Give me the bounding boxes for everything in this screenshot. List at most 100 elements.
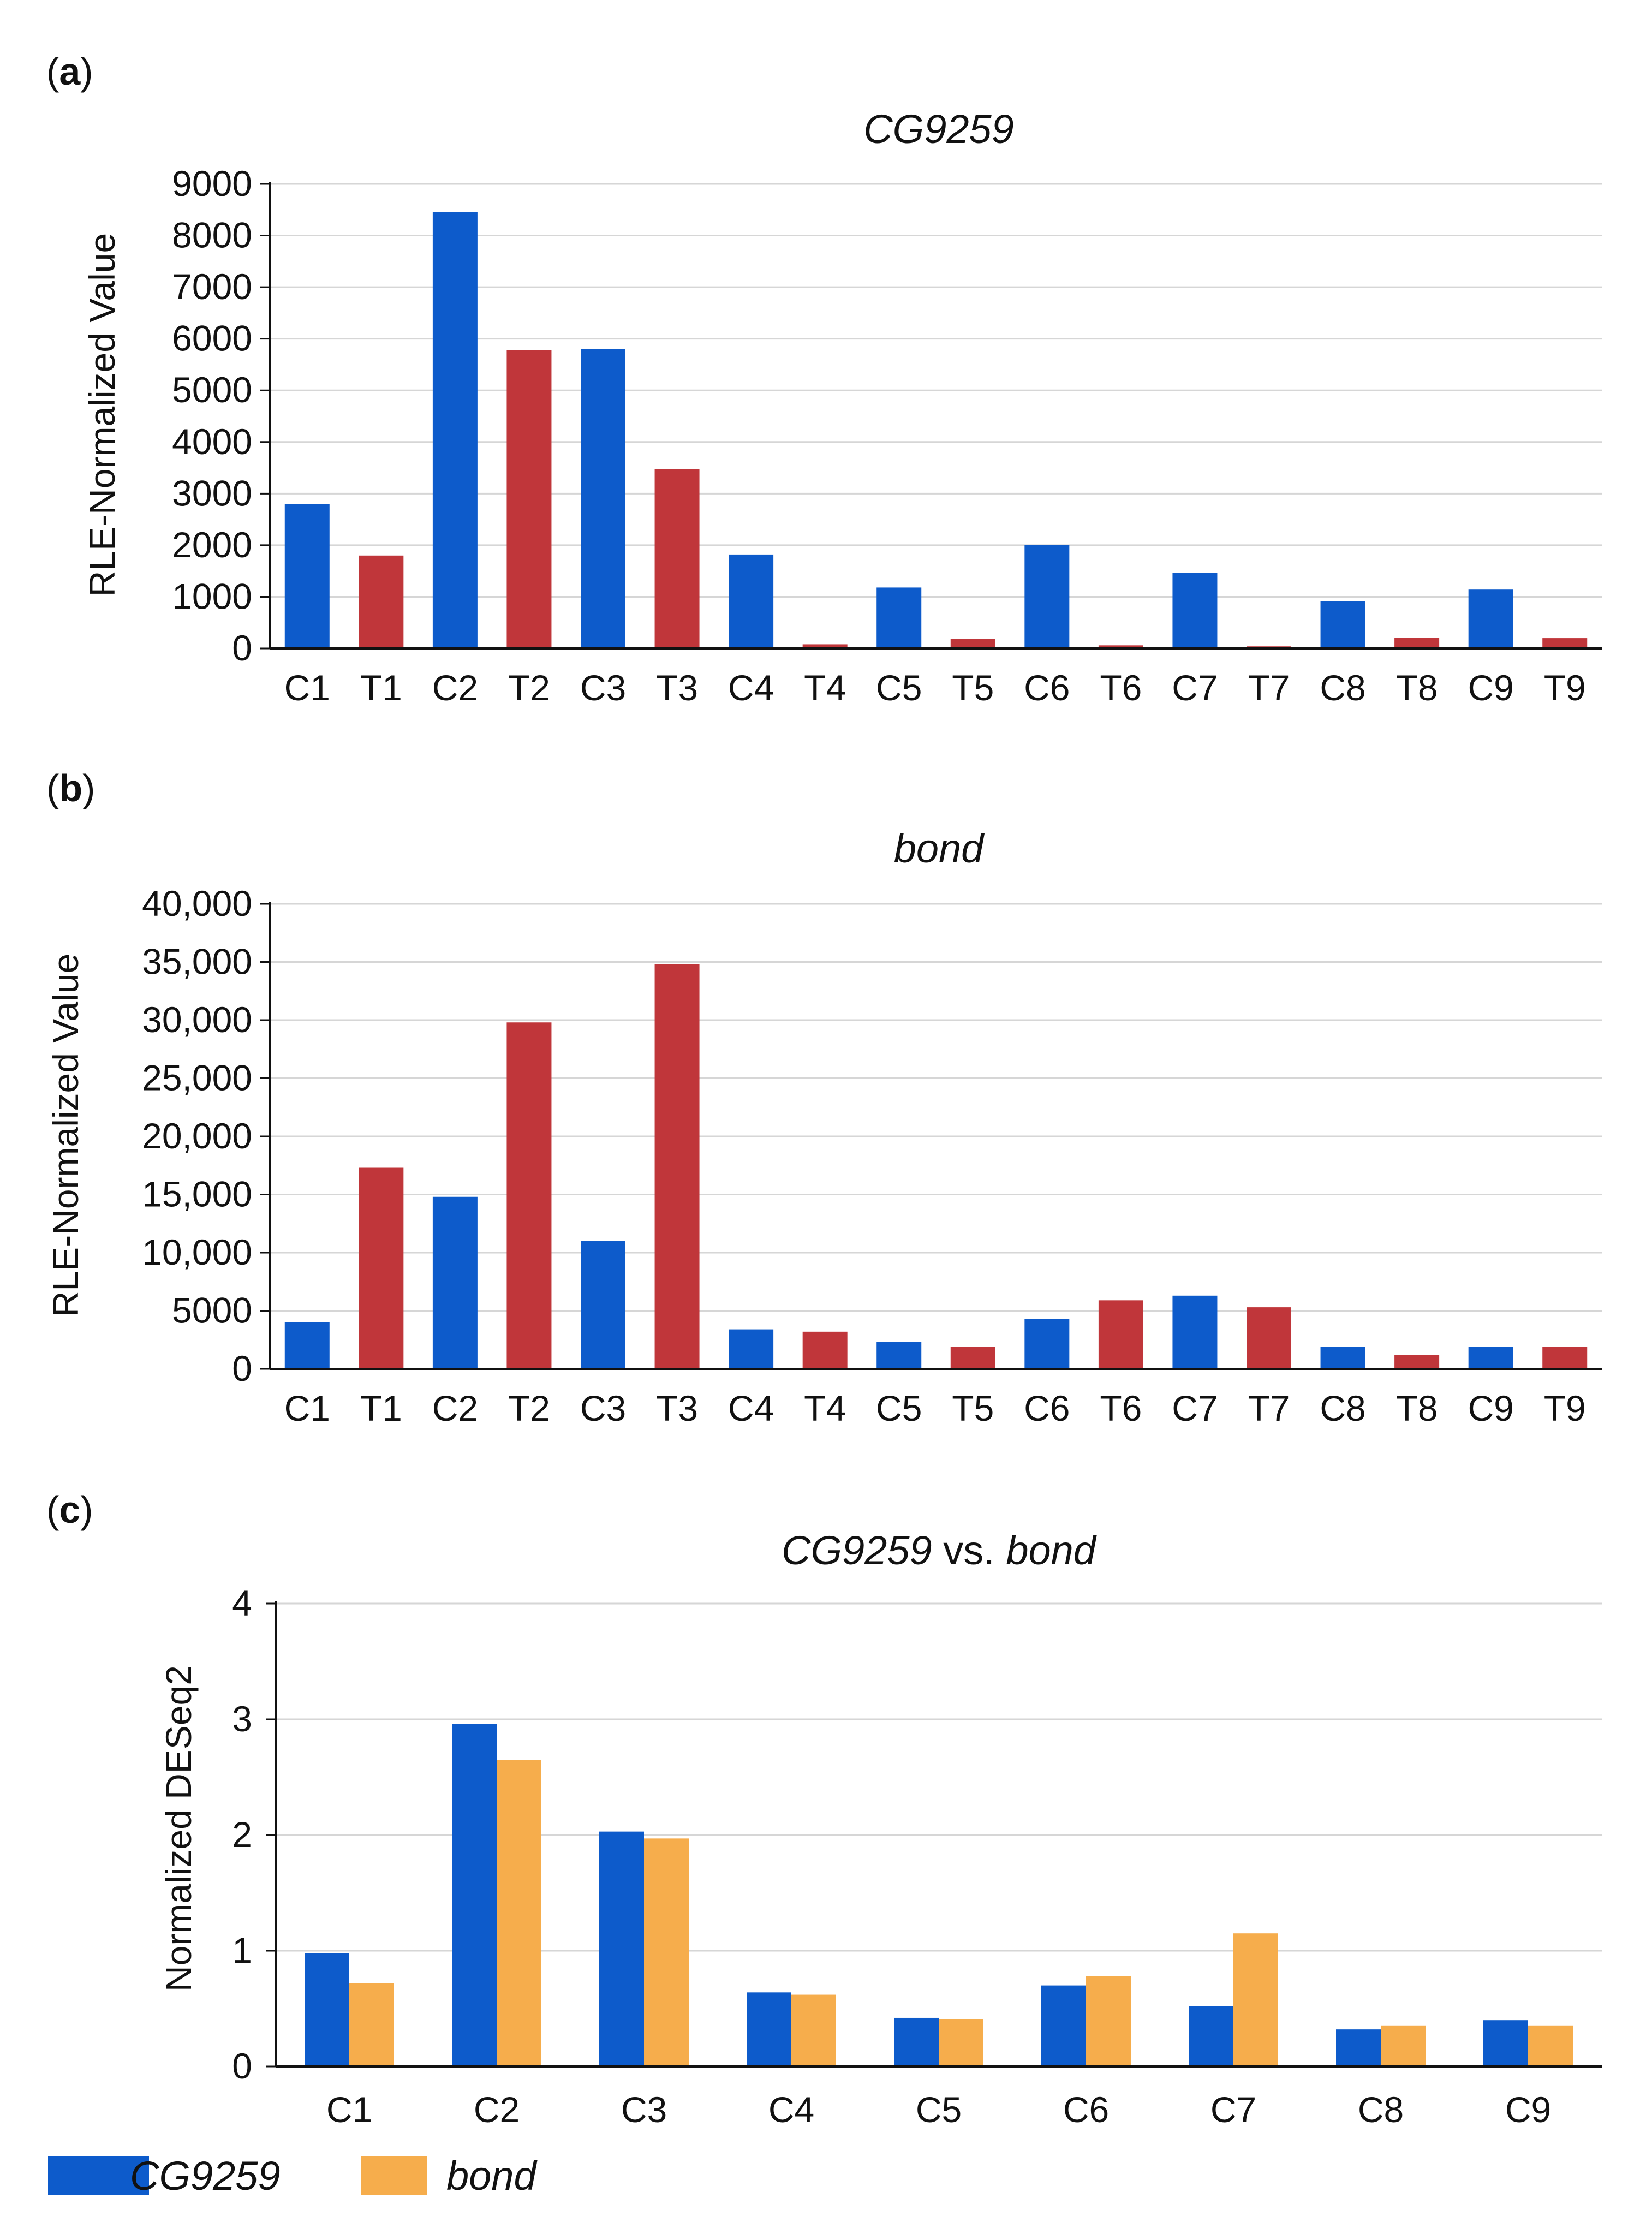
panel-c-label: (c) (46, 1488, 93, 1531)
panel-b-bar-t1 (359, 1167, 404, 1369)
panel-a-bar-t4 (802, 644, 848, 648)
panel-a-x-tick-label: T3 (656, 668, 698, 708)
panel-c-x-tick-label: C5 (916, 2089, 962, 2130)
panel-b-x-tick-label: T1 (360, 1388, 402, 1428)
panel-a-x-ticks: C1 T1 C2 T2 C3 T3 C4 T4 C5 T5 C6 T6 C7 T7 C8 T8 C9 T9 (284, 668, 1586, 708)
panel-a-bar-c7 (1172, 573, 1218, 648)
panel-c-title-gene-1: CG9259 (782, 1528, 932, 1573)
panel-a-x-tick-label: T8 (1396, 668, 1438, 708)
legend-swatch-cg9259 (48, 2156, 149, 2195)
panel-b-y-tick-label: 20,000 (142, 1116, 252, 1156)
panel-b-y-tick-label: 15,000 (142, 1174, 252, 1214)
panel-a-y-tick-label: 3000 (172, 473, 252, 513)
panel-a-x-tick-label: T6 (1100, 668, 1142, 708)
panel-c-letter: c (59, 1488, 80, 1531)
panel-a-bar-t3 (654, 469, 700, 648)
panel-a-y-tick-label: 7000 (172, 266, 252, 307)
panel-a-bar-c5 (876, 587, 922, 648)
panel-c-x-tick-label: C6 (1063, 2089, 1109, 2130)
panel-b-x-tick-label: T5 (952, 1388, 994, 1428)
legend-label-cg9259: CG9259 (130, 2153, 281, 2199)
panel-a-label: (a) (46, 50, 93, 93)
panel-b-bar-c7 (1172, 1295, 1218, 1369)
panel-c-y-ticks: 0 1 2 3 4 (232, 1583, 276, 2086)
panel-c-bar-bond-c5 (939, 2019, 983, 2066)
panel-a-bar-t6 (1098, 645, 1143, 648)
panel-a-bar-c3 (581, 349, 625, 648)
panel-c-bar-cg9259-c3 (599, 1831, 644, 2066)
panel-c-bar-cg9259-c9 (1483, 2020, 1528, 2066)
panel-b-axes (269, 902, 1602, 1370)
panel-b-x-tick-label: C3 (580, 1388, 626, 1428)
panel-b-y-tick-label: 10,000 (142, 1232, 252, 1272)
panel-a-bar-c2 (432, 212, 478, 648)
panel-a-y-tick-label: 8000 (172, 215, 252, 255)
panel-b-x-tick-label: C5 (876, 1388, 922, 1428)
panel-b-letter: b (59, 767, 82, 809)
panel-c-y-tick-label: 3 (232, 1699, 252, 1739)
panel-b-x-tick-label: T7 (1248, 1388, 1290, 1428)
panel-c-bar-cg9259-c2 (452, 1724, 497, 2066)
panel-a-y-axis-title: RLE-Normalized Value (82, 233, 122, 597)
panel-a-x-tick-label: C6 (1024, 668, 1070, 708)
panel-a-x-tick-label: C1 (284, 668, 330, 708)
panel-a-y-tick-label: 4000 (172, 421, 252, 462)
panel-a-title: CG9259 (863, 106, 1014, 152)
panel-c-x-tick-label: C1 (326, 2089, 372, 2130)
panel-b-bars (284, 964, 1588, 1369)
panel-a-y-tick-label: 2000 (172, 525, 252, 565)
panel-a-x-tick-label: C4 (728, 668, 774, 708)
panel-b-bar-c5 (876, 1342, 922, 1369)
panel-b-title: bond (894, 826, 985, 871)
panel-b-y-tick-label: 30,000 (142, 999, 252, 1040)
panel-a-letter: a (59, 50, 81, 93)
panel-b-x-tick-label: C9 (1468, 1388, 1513, 1428)
panel-b-bar-c2 (432, 1196, 478, 1369)
panel-c-y-tick-label: 4 (232, 1583, 252, 1623)
panel-b-chart: (b) bond RLE-Normalized Value 0 5000 10,00… (45, 767, 1602, 1428)
panel-a-x-tick-label: C8 (1320, 668, 1365, 708)
panel-c-y-tick-label: 2 (232, 1814, 252, 1855)
panel-a-bar-c1 (284, 504, 330, 648)
panel-c-y-axis-title: Normalized DESeq2 (158, 1665, 199, 1992)
panel-c-title: CG9259 vs. bond (782, 1528, 1098, 1573)
panel-b-x-tick-label: T8 (1396, 1388, 1438, 1428)
panel-c-bar-cg9259-c7 (1189, 2006, 1233, 2066)
panel-c-bar-bond-c8 (1381, 2025, 1426, 2066)
panel-b-x-tick-label: C6 (1024, 1388, 1070, 1428)
panel-c-bar-bond-c1 (349, 1983, 394, 2066)
panel-b-x-tick-label: C7 (1172, 1388, 1218, 1428)
panel-c-x-tick-label: C8 (1358, 2089, 1404, 2130)
panel-b-x-tick-label: C8 (1320, 1388, 1365, 1428)
panel-c-bar-bond-c2 (497, 1760, 541, 2066)
panel-a-bar-c4 (729, 554, 774, 648)
panel-c-bar-cg9259-c1 (305, 1953, 349, 2066)
panel-a-y-tick-label: 6000 (172, 318, 252, 359)
panel-a-bar-t2 (506, 350, 552, 648)
panel-c-bar-bond-c6 (1086, 1976, 1131, 2066)
panel-a-bar-c6 (1024, 545, 1070, 648)
panel-a-bar-t8 (1394, 638, 1440, 648)
panel-c-title-gene-2: bond (1006, 1528, 1097, 1573)
panel-b-bar-c3 (581, 1241, 625, 1369)
panel-c-y-tick-label: 0 (232, 2046, 252, 2086)
legend: CG9259 bond (48, 2153, 538, 2199)
panel-c-x-ticks: C1 C2 C3 C4 C5 C6 C7 C8 C9 (326, 2089, 1551, 2130)
panel-b-bar-t3 (654, 964, 700, 1369)
legend-label-bond: bond (446, 2153, 538, 2199)
panel-a-x-tick-label: T9 (1544, 668, 1586, 708)
panel-a-x-tick-label: T4 (804, 668, 846, 708)
panel-a-x-tick-label: C3 (580, 668, 626, 708)
panel-c-bar-cg9259-c8 (1336, 2029, 1381, 2066)
panel-a-bar-t9 (1542, 638, 1588, 648)
panel-c-x-tick-label: C3 (621, 2089, 667, 2130)
panel-a-x-tick-label: C9 (1468, 668, 1513, 708)
panel-b-bar-t5 (950, 1347, 995, 1369)
panel-b-x-tick-label: T4 (804, 1388, 846, 1428)
panel-c-bar-cg9259-c5 (894, 2017, 939, 2066)
panel-c-bars (305, 1724, 1573, 2066)
panel-b-bar-t6 (1098, 1300, 1143, 1369)
panel-b-bar-c6 (1024, 1319, 1070, 1369)
panel-b-bar-t7 (1247, 1307, 1291, 1369)
panel-b-x-tick-label: C2 (432, 1388, 478, 1428)
